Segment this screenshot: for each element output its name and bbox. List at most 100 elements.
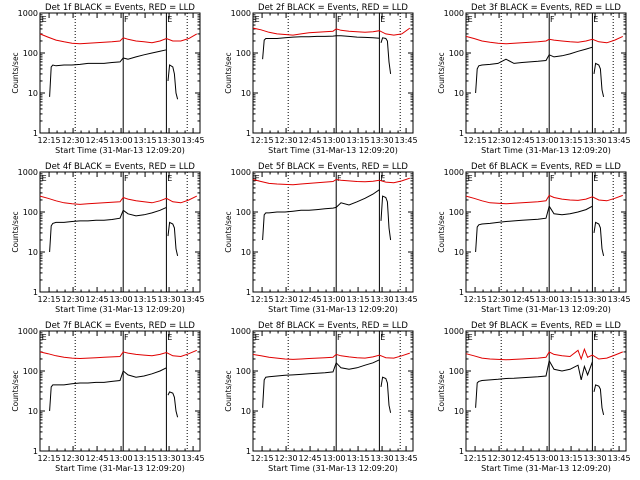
- y-tick-label: 10: [28, 89, 38, 98]
- y-tick-label: 1: [246, 447, 251, 456]
- y-axis-label: Counts/sec: [11, 211, 20, 252]
- x-tick-label: 13:15: [560, 295, 583, 304]
- y-tick-label: 1: [459, 447, 464, 456]
- y-tick-label: 10: [241, 89, 251, 98]
- x-tick-label: 12:45: [299, 454, 322, 463]
- marker-letter: E: [380, 333, 385, 342]
- x-tick-label: 12:30: [275, 454, 298, 463]
- x-tick-label: 13:30: [158, 454, 181, 463]
- y-tick-label: 100: [23, 367, 38, 376]
- events-series-line: [380, 37, 392, 74]
- marker-letter: E: [255, 333, 260, 342]
- marker-letter: E: [380, 15, 385, 24]
- events-series-line: [167, 391, 179, 418]
- x-tick-label: 13:30: [158, 295, 181, 304]
- y-tick-label: 10: [241, 407, 251, 416]
- events-series-line: [548, 46, 593, 58]
- marker-letter: E: [42, 174, 47, 183]
- plot-frame: [39, 330, 201, 452]
- events-series-line: [335, 359, 380, 370]
- x-tick-label: 12:45: [299, 136, 322, 145]
- marker-letter: E: [167, 15, 172, 24]
- x-tick-label: 13:15: [134, 136, 157, 145]
- marker-letter: F: [124, 333, 129, 342]
- x-tick-label: 13:15: [347, 136, 370, 145]
- x-tick-label: 13:00: [110, 136, 133, 145]
- y-tick-label: 1000: [18, 9, 38, 18]
- y-tick-label: 100: [23, 49, 38, 58]
- y-tick-label: 1000: [444, 168, 464, 177]
- events-series-line: [475, 206, 550, 253]
- x-tick-label: 12:30: [275, 136, 298, 145]
- x-tick-label: 13:00: [110, 295, 133, 304]
- x-tick-label: 13:15: [560, 136, 583, 145]
- x-tick-label: 12:30: [488, 136, 511, 145]
- plot-frame: [39, 12, 201, 134]
- y-axis-label: Counts/sec: [224, 52, 233, 93]
- x-tick-label: 13:30: [584, 295, 607, 304]
- events-series-line: [167, 64, 179, 100]
- x-tick-label: 12:15: [464, 454, 487, 463]
- marker-letter: F: [124, 174, 129, 183]
- x-axis-label: Start Time (31-Mar-13 12:09:20): [481, 464, 611, 473]
- events-series-line: [262, 362, 337, 408]
- x-tick-label: 12:15: [251, 295, 274, 304]
- events-series-line: [49, 370, 124, 412]
- plot-frame: [39, 171, 201, 293]
- events-series-line: [593, 384, 605, 416]
- lld-series-line: [252, 27, 411, 36]
- marker-letter: F: [337, 333, 342, 342]
- y-tick-label: 1000: [231, 9, 251, 18]
- marker-letter: E: [255, 174, 260, 183]
- panel-title: Det 5f BLACK = Events, RED = LLD: [258, 162, 408, 172]
- plot-frame: [465, 330, 627, 452]
- x-axis-label: Start Time (31-Mar-13 12:09:20): [481, 305, 611, 314]
- x-tick-label: 13:00: [323, 136, 346, 145]
- x-tick-label: 12:45: [512, 136, 535, 145]
- events-series-line: [122, 206, 167, 217]
- plot-frame: [252, 171, 414, 293]
- lld-series-line: [252, 177, 410, 186]
- y-tick-label: 100: [236, 367, 251, 376]
- x-tick-label: 13:45: [608, 454, 631, 463]
- y-tick-label: 10: [28, 248, 38, 257]
- y-tick-label: 100: [449, 49, 464, 58]
- events-series-line: [167, 221, 179, 257]
- x-tick-label: 13:45: [395, 454, 418, 463]
- marker-letter: F: [337, 174, 342, 183]
- marker-letter: E: [167, 333, 172, 342]
- events-series-line: [262, 206, 337, 241]
- marker-letter: E: [42, 15, 47, 24]
- x-tick-label: 13:15: [347, 295, 370, 304]
- x-axis-label: Start Time (31-Mar-13 12:09:20): [268, 146, 398, 155]
- marker-letter: E: [593, 174, 598, 183]
- y-tick-label: 10: [28, 407, 38, 416]
- y-tick-label: 1: [33, 288, 38, 297]
- y-tick-label: 1000: [18, 168, 38, 177]
- x-tick-label: 12:45: [86, 136, 109, 145]
- panel-title: Det 3f BLACK = Events, RED = LLD: [471, 3, 621, 13]
- y-tick-label: 10: [454, 89, 464, 98]
- y-axis-label: Counts/sec: [11, 370, 20, 411]
- panel-title: Det 8f BLACK = Events, RED = LLD: [258, 321, 408, 331]
- x-tick-label: 13:30: [371, 136, 394, 145]
- y-tick-label: 1: [459, 129, 464, 138]
- x-axis-label: Start Time (31-Mar-13 12:09:20): [268, 305, 398, 314]
- y-tick-label: 1000: [444, 9, 464, 18]
- y-tick-label: 100: [449, 208, 464, 217]
- panel-title: Det 1f BLACK = Events, RED = LLD: [45, 3, 195, 13]
- panel-title: Det 9f BLACK = Events, RED = LLD: [471, 321, 621, 331]
- y-tick-label: 100: [23, 208, 38, 217]
- x-tick-label: 12:45: [86, 454, 109, 463]
- y-tick-label: 1: [459, 288, 464, 297]
- lld-series-line: [252, 352, 410, 360]
- panel-title: Det 6f BLACK = Events, RED = LLD: [471, 162, 621, 172]
- lld-series-line: [39, 33, 198, 45]
- x-tick-label: 13:45: [395, 136, 418, 145]
- marker-letter: E: [42, 333, 47, 342]
- x-tick-label: 13:15: [134, 454, 157, 463]
- events-series-line: [380, 376, 392, 413]
- events-series-line: [475, 360, 550, 408]
